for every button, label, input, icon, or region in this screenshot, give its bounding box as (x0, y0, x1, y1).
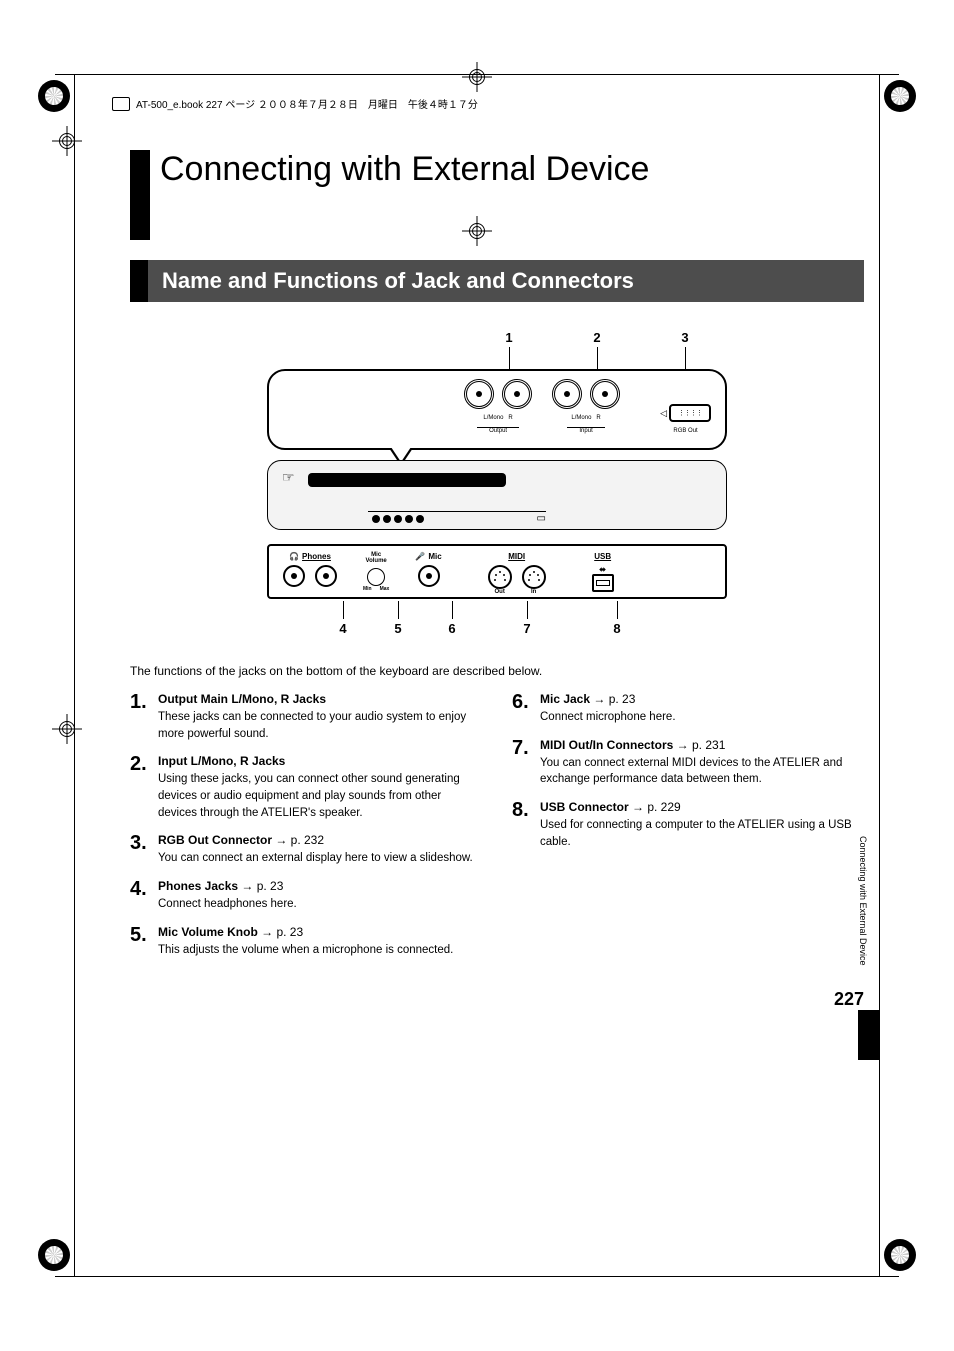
callout-1: 1 (505, 330, 512, 345)
vga-connector-icon (669, 404, 711, 422)
item-4: 4 Phones Jacks → p. 23 Connect headphone… (130, 879, 482, 913)
item-5: 5 Mic Volume Knob → p. 23 This adjusts t… (130, 925, 482, 959)
midi-out-jack (488, 565, 512, 589)
headphone-icon: 🎧 (289, 552, 299, 561)
callout-3: 3 (681, 330, 688, 345)
side-tab-text: Connecting with External Device (858, 830, 868, 1010)
usb-icon: ⬌ (599, 565, 606, 574)
item-8: 8 USB Connector → p. 229 Used for connec… (512, 800, 864, 850)
print-corner-bottom-left (38, 1239, 70, 1271)
item-6: 6 Mic Jack → p. 23 Connect microphone he… (512, 692, 864, 726)
rgb-out: ◁ RGB Out (660, 404, 711, 434)
callout-5: 5 (394, 621, 401, 636)
print-corner-top-right (884, 80, 916, 112)
usb-group: USB ⬌ (592, 552, 614, 592)
callout-8: 8 (613, 621, 620, 636)
callout-2: 2 (593, 330, 600, 345)
side-tab-block (858, 1010, 880, 1060)
print-corner-top-left (38, 80, 70, 112)
book-icon (112, 97, 130, 111)
midi-group: MIDI Out In (488, 552, 546, 595)
item-1: 1 Output Main L/Mono, R Jacks These jack… (130, 692, 482, 742)
mic-group: 🎤Mic (415, 552, 441, 587)
section-heading: Name and Functions of Jack and Connector… (130, 260, 864, 302)
right-column: 6 Mic Jack → p. 23 Connect microphone he… (512, 692, 864, 970)
output-jacks: L/Mono R Output (464, 379, 532, 434)
item-2: 2 Input L/Mono, R Jacks Using these jack… (130, 754, 482, 821)
phones-jack-1 (283, 565, 305, 587)
item-7: 7 MIDI Out/In Connectors → p. 231 You ca… (512, 738, 864, 788)
hand-icon: ☞ (282, 469, 295, 486)
page-title: Connecting with External Device (160, 150, 649, 189)
input-r-jack (590, 379, 620, 409)
rear-panel-callout: L/Mono R Output L/Mono R Input ◁ RGB (267, 369, 727, 450)
front-panel: 🎧 Phones MicVolume MinMax 🎤Mic MID (267, 544, 727, 599)
intro-text: The functions of the jacks on the bottom… (130, 664, 864, 678)
mic-volume-group: MicVolume MinMax (363, 552, 389, 592)
phones-group: 🎧 Phones (283, 552, 337, 587)
callout-7: 7 (523, 621, 530, 636)
side-tab: Connecting with External Device (858, 830, 880, 1070)
output-r-jack (502, 379, 532, 409)
left-column: 1 Output Main L/Mono, R Jacks These jack… (130, 692, 482, 970)
chapter-tab-bar (130, 150, 150, 240)
phones-jack-2 (315, 565, 337, 587)
item-3: 3 RGB Out Connector → p. 232 You can con… (130, 833, 482, 867)
file-header-text: AT-500_e.book 227 ページ ２００８年７月２８日 月曜日 午後４… (136, 96, 478, 111)
mic-jack (418, 565, 440, 587)
file-header: AT-500_e.book 227 ページ ２００８年７月２８日 月曜日 午後４… (112, 96, 478, 111)
connector-diagram: 1 2 3 (267, 330, 727, 636)
print-corner-bottom-right (884, 1239, 916, 1271)
mic-volume-knob (367, 568, 385, 586)
usb-port (592, 574, 614, 592)
callout-4: 4 (339, 621, 346, 636)
input-jacks: L/Mono R Input (552, 379, 620, 434)
device-outline: ☞ ▭ (267, 460, 727, 530)
mic-icon: 🎤 (415, 552, 425, 561)
midi-in-jack (522, 565, 546, 589)
output-l-jack (464, 379, 494, 409)
input-l-jack (552, 379, 582, 409)
callout-6: 6 (448, 621, 455, 636)
